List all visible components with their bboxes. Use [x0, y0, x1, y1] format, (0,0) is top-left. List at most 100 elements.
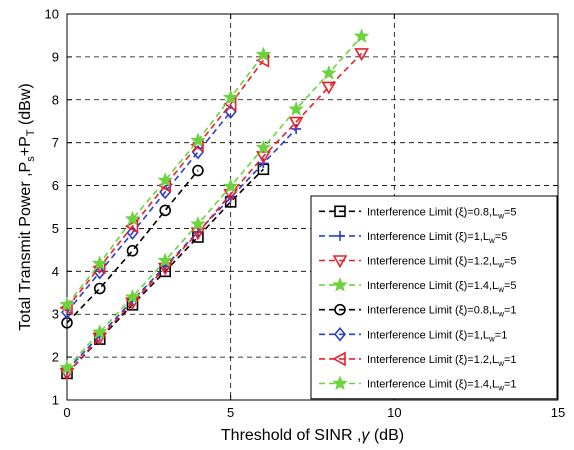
data-point [92, 324, 108, 339]
legend-entry: Interference Limit (ξ)=1,Lw=1 [319, 327, 507, 343]
legend-entry: Interference Limit (ξ)=1.4,Lw=5 [319, 276, 517, 294]
legend-label-suffix: =1 [504, 305, 517, 317]
legend-entry: Interference Limit (ξ)=1.4,Lw=1 [319, 375, 517, 393]
x-axis-label-main: Threshold of SINR , [221, 427, 362, 444]
data-point [353, 28, 370, 43]
legend-label-sub: w [497, 384, 504, 393]
legend-label-prefix: Interference Limit (ξ)=1.2,L [367, 256, 498, 268]
legend-entry: Interference Limit (ξ)=1.2,Lw=1 [319, 351, 517, 368]
data-point [159, 204, 171, 217]
legend: Interference Limit (ξ)=0.8,Lw=5Interfere… [310, 195, 558, 400]
y-tick-label: 5 [52, 221, 59, 236]
y-axis-label-mid: +P [17, 136, 34, 156]
series-3 [59, 28, 370, 375]
legend-label: Interference Limit (ξ)=0.8,Lw=5 [367, 206, 517, 220]
legend-marker [334, 303, 346, 316]
data-point [124, 218, 139, 234]
legend-label-suffix: =5 [504, 206, 517, 218]
y-axis-label: Total Transmit Power ,Ps+PT (dBw) [17, 83, 37, 330]
y-tick-label: 9 [52, 49, 59, 64]
y-tick-label: 7 [52, 135, 59, 150]
legend-marker [332, 276, 348, 292]
legend-marker [332, 375, 348, 391]
legend-label: Interference Limit (ξ)=1.4,Lw=5 [367, 280, 517, 294]
data-point [321, 65, 337, 80]
legend-marker [335, 230, 345, 241]
y-tick-label: 10 [45, 7, 59, 22]
data-point [256, 151, 271, 165]
legend-box [310, 195, 558, 400]
legend-label-sub: w [497, 285, 504, 294]
y-tick-label: 1 [52, 393, 59, 408]
y-axis-label-main: Total Transmit Power ,P [17, 162, 34, 331]
series-7 [59, 46, 272, 312]
legend-marker [332, 351, 346, 367]
legend-label-sub: w [497, 310, 504, 319]
series-line [66, 170, 199, 324]
legend-label: Interference Limit (ξ)=1.4,Lw=1 [367, 379, 517, 393]
data-point [124, 288, 141, 304]
data-point [288, 116, 304, 130]
legend-entry: Interference Limit (ξ)=0.8,Lw=1 [319, 303, 517, 319]
series-line [66, 168, 264, 374]
x-axis-label-symbol: γ [361, 427, 370, 444]
legend-entry: Interference Limit (ξ)=1,Lw=5 [319, 231, 507, 245]
legend-label-prefix: Interference Limit (ξ)=0.8,L [367, 305, 498, 317]
legend-label-sub: w [488, 334, 495, 343]
data-point [192, 164, 204, 177]
legend-label-sub: w [497, 211, 504, 220]
y-tick-label: 3 [52, 307, 59, 322]
data-point [255, 139, 272, 155]
series-layer [59, 28, 370, 382]
y-tick-label: 2 [52, 350, 59, 365]
data-point [93, 264, 106, 280]
y-tick-label: 8 [52, 92, 59, 107]
data-point [288, 101, 304, 116]
y-tick-label: 4 [52, 264, 59, 279]
legend-label-sub: w [497, 261, 504, 270]
legend-label-prefix: Interference Limit (ξ)=1,L [367, 329, 489, 341]
data-point [190, 216, 206, 231]
legend-label-prefix: Interference Limit (ξ)=1,L [367, 231, 489, 243]
legend-label-suffix: =1 [504, 379, 517, 391]
legend-label-prefix: Interference Limit (ξ)=1.4,L [367, 280, 498, 292]
legend-label: Interference Limit (ξ)=1,Lw=1 [367, 329, 507, 343]
x-axis-label-unit: (dB) [369, 427, 404, 444]
data-point [124, 210, 141, 226]
plot-frame [66, 13, 559, 401]
legend-marker [334, 205, 346, 218]
legend-label-suffix: =1 [504, 354, 517, 366]
x-tick-label: 10 [387, 405, 401, 420]
series-line [66, 52, 363, 374]
legend-label-suffix: =1 [495, 329, 508, 341]
legend-label-sub: w [497, 359, 504, 368]
legend-label: Interference Limit (ξ)=1.2,Lw=5 [367, 256, 517, 270]
legend-label-suffix: =5 [504, 256, 517, 268]
legend-entry: Interference Limit (ξ)=1.2,Lw=5 [319, 255, 517, 270]
legend-marker [332, 255, 348, 269]
y-axis-label-sub2: T [25, 129, 37, 136]
y-axis-label-unit: (dBw) [17, 83, 34, 129]
data-point [190, 227, 206, 241]
data-point [255, 46, 272, 62]
data-point [222, 89, 239, 105]
axis-ticks: 0 5 10 15 1 2 3 4 5 6 7 8 9 10 [45, 7, 566, 421]
legend-entry: Interference Limit (ξ)=0.8,Lw=5 [319, 205, 517, 220]
data-point [59, 296, 75, 312]
data-point [354, 48, 369, 62]
legend-label-suffix: =5 [495, 231, 508, 243]
data-point [93, 282, 106, 295]
x-axis-label: Threshold of SINR ,γ (dB) [221, 427, 404, 444]
y-tick-label: 6 [52, 178, 59, 193]
data-point [157, 252, 173, 268]
legend-label-sub: w [488, 236, 495, 245]
legend-label-prefix: Interference Limit (ξ)=1.4,L [367, 379, 498, 391]
legend-label-prefix: Interference Limit (ξ)=1.2,L [367, 354, 498, 366]
x-tick-label: 15 [551, 405, 565, 420]
data-point [190, 132, 206, 148]
data-point [321, 81, 337, 95]
data-point [59, 359, 75, 375]
data-point [126, 244, 139, 257]
legend-label: Interference Limit (ξ)=1,Lw=5 [367, 231, 507, 245]
